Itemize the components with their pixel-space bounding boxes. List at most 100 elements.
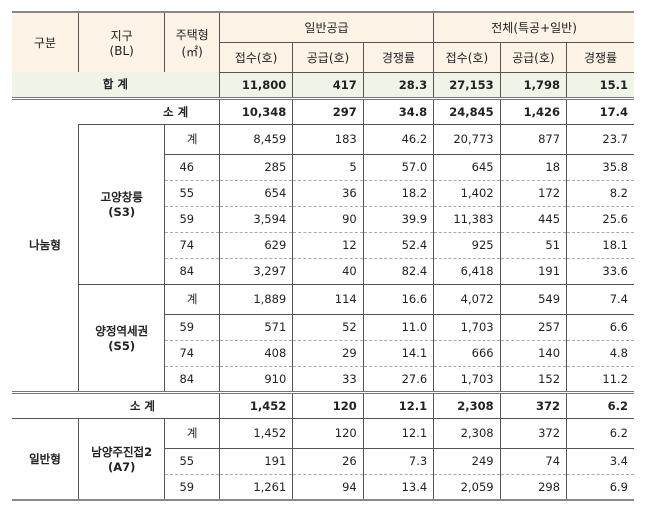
cell: 12.1 <box>363 417 435 448</box>
cell: 2,308 <box>433 390 501 418</box>
cell: 25.6 <box>566 205 634 232</box>
cell: 52 <box>292 313 364 340</box>
cell: 39.9 <box>363 205 435 232</box>
cell: 372 <box>500 417 568 448</box>
cell: 654 <box>219 179 294 206</box>
header-group-general: 일반공급 <box>219 11 435 43</box>
cell: 13.4 <box>363 473 435 501</box>
cell: 925 <box>433 231 501 258</box>
cell: 4.8 <box>566 339 634 366</box>
cell: 10,348 <box>219 96 294 124</box>
cell: 666 <box>433 339 501 366</box>
type-cell: 59 <box>164 473 220 501</box>
district-total-row: 일반형 남양주진접2 (A7) 계 1,452 120 12.1 2,308 37… <box>12 417 634 501</box>
cell: 8.2 <box>566 179 634 206</box>
general-subtotal-row: 소 계 1,452 120 12.1 2,308 372 6.2 <box>12 390 634 418</box>
cell: 1,426 <box>500 96 568 124</box>
cell: 6.6 <box>566 313 634 340</box>
cell: 910 <box>219 365 294 392</box>
cell: 1,452 <box>219 417 294 448</box>
cell: 52.4 <box>363 231 435 258</box>
header-district: 지구 (BL) <box>78 11 166 72</box>
table-row: 74 629 12 52.4 925 51 18.1 <box>12 231 634 258</box>
cell: 571 <box>219 313 294 340</box>
cell: 191 <box>500 257 568 284</box>
cell: 17.4 <box>566 96 634 124</box>
cell: 1,452 <box>219 390 294 418</box>
district-total-row: 양정역세권 (S5) 계 1,889 114 16.6 4,072 549 7.4 <box>12 283 634 392</box>
cell: 3,297 <box>219 257 294 284</box>
type-cell: 55 <box>164 447 220 474</box>
subtotal-label: 소 계 <box>12 390 220 418</box>
cell: 6,418 <box>433 257 501 284</box>
cell: 7.4 <box>566 283 634 314</box>
cell: 74 <box>500 447 568 474</box>
cell: 298 <box>500 473 568 501</box>
cell: 57.0 <box>363 153 435 180</box>
header-group-total: 전체(특공+일반) <box>433 11 634 43</box>
cell: 35.8 <box>566 153 634 180</box>
header-received-total: 접수(호) <box>433 42 501 73</box>
type-cell: 55 <box>164 179 220 206</box>
table-row: 84 3,297 40 82.4 6,418 191 33.6 <box>12 257 634 284</box>
cell: 23.7 <box>566 123 634 154</box>
district-total-row: 고양창릉 (S3) 계 8,459 183 46.2 20,773 877 23.… <box>12 123 634 285</box>
district-total-label: 계 <box>164 123 220 154</box>
cell: 7.3 <box>363 447 435 474</box>
cell: 285 <box>219 153 294 180</box>
cell: 3.4 <box>566 447 634 474</box>
cell: 12.1 <box>363 390 435 418</box>
cell: 120 <box>292 390 364 418</box>
cell: 33 <box>292 365 364 392</box>
cell: 1,402 <box>433 179 501 206</box>
grand-total-row: 합 계 11,800 417 28.3 27,153 1,798 15.1 <box>12 72 634 98</box>
cell: 34.8 <box>363 96 435 124</box>
cell: 140 <box>500 339 568 366</box>
table-row: 55 654 36 18.2 1,402 172 8.2 <box>12 179 634 206</box>
cell: 12 <box>292 231 364 258</box>
cell: 27,153 <box>433 72 501 98</box>
type-cell: 84 <box>164 257 220 284</box>
cell: 6.9 <box>566 473 634 501</box>
cell: 645 <box>433 153 501 180</box>
type-cell: 46 <box>164 153 220 180</box>
cell: 8,459 <box>219 123 294 154</box>
cell: 90 <box>292 205 364 232</box>
header-supply-total: 공급(호) <box>500 42 568 73</box>
header-received: 접수(호) <box>219 42 294 73</box>
cell: 114 <box>292 283 364 314</box>
category-general: 일반형 <box>12 417 79 501</box>
sharing-subtotal-row: 나눔형 소 계 10,348 297 34.8 24,845 1,426 17.… <box>12 96 634 392</box>
header-type: 주택형 (㎡) <box>164 11 220 72</box>
cell: 2,059 <box>433 473 501 501</box>
cell: 549 <box>500 283 568 314</box>
cell: 36 <box>292 179 364 206</box>
table-row: 55 191 26 7.3 249 74 3.4 <box>12 447 634 474</box>
district-yangjeong: 양정역세권 (S5) <box>77 283 166 392</box>
cell: 94 <box>292 473 364 501</box>
cell: 257 <box>500 313 568 340</box>
cell: 11.0 <box>363 313 435 340</box>
header-ratio-total: 경쟁률 <box>566 42 634 73</box>
header-category: 구분 <box>12 11 79 72</box>
cell: 82.4 <box>363 257 435 284</box>
cell: 40 <box>292 257 364 284</box>
cell: 18.2 <box>363 179 435 206</box>
cell: 249 <box>433 447 501 474</box>
cell: 191 <box>219 447 294 474</box>
cell: 1,703 <box>433 313 501 340</box>
table-row: 59 1,261 94 13.4 2,059 298 6.9 <box>12 473 634 501</box>
cell: 877 <box>500 123 568 154</box>
cell: 6.2 <box>566 417 634 448</box>
cell: 6.2 <box>566 390 634 418</box>
cell: 4,072 <box>433 283 501 314</box>
cell: 372 <box>500 390 568 418</box>
cell: 297 <box>292 96 364 124</box>
district-namyangju: 남양주진접2 (A7) <box>77 417 166 501</box>
cell: 51 <box>500 231 568 258</box>
table-row: 84 910 33 27.6 1,703 152 11.2 <box>12 365 634 392</box>
table-row: 59 571 52 11.0 1,703 257 6.6 <box>12 313 634 340</box>
cell: 408 <box>219 339 294 366</box>
cell: 27.6 <box>363 365 435 392</box>
cell: 5 <box>292 153 364 180</box>
